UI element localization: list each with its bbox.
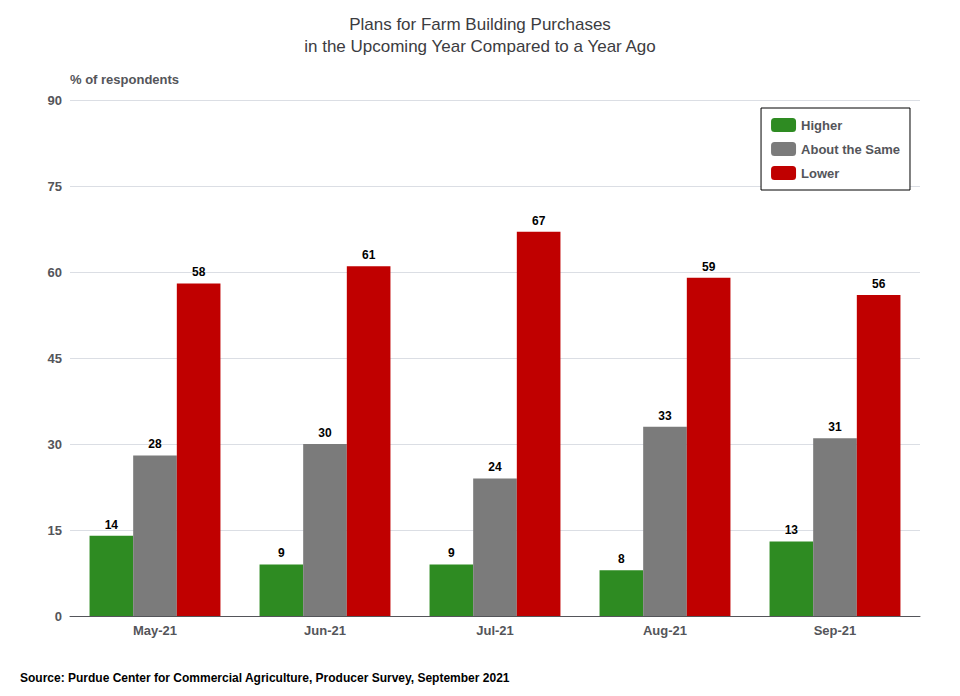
svg-text:33: 33 — [658, 409, 672, 423]
svg-text:15: 15 — [48, 523, 62, 538]
svg-text:28: 28 — [148, 437, 162, 451]
svg-text:Aug-21: Aug-21 — [643, 623, 687, 638]
svg-text:Jul-21: Jul-21 — [476, 623, 514, 638]
svg-text:67: 67 — [532, 214, 546, 228]
svg-text:9: 9 — [448, 546, 455, 560]
svg-text:Plans for Farm Building Purcha: Plans for Farm Building Purchases — [349, 15, 611, 34]
svg-text:90: 90 — [48, 93, 62, 108]
svg-text:Source: Purdue Center for Comm: Source: Purdue Center for Commercial Agr… — [20, 671, 510, 685]
svg-text:May-21: May-21 — [133, 623, 177, 638]
svg-text:Higher: Higher — [801, 118, 842, 133]
svg-text:45: 45 — [48, 351, 62, 366]
svg-text:59: 59 — [702, 260, 716, 274]
svg-text:About the Same: About the Same — [801, 142, 900, 157]
svg-text:0: 0 — [55, 609, 62, 624]
svg-text:in the Upcoming Year Compared: in the Upcoming Year Compared to a Year … — [304, 37, 656, 56]
svg-text:9: 9 — [278, 546, 285, 560]
svg-text:8: 8 — [618, 552, 625, 566]
svg-text:31: 31 — [828, 420, 842, 434]
svg-text:Lower: Lower — [801, 166, 839, 181]
svg-text:60: 60 — [48, 265, 62, 280]
svg-text:14: 14 — [105, 518, 119, 532]
svg-text:30: 30 — [48, 437, 62, 452]
svg-text:30: 30 — [318, 426, 332, 440]
svg-text:24: 24 — [488, 460, 502, 474]
svg-text:Sep-21: Sep-21 — [814, 623, 857, 638]
svg-text:% of respondents: % of respondents — [70, 72, 179, 87]
svg-text:75: 75 — [48, 179, 62, 194]
svg-text:Jun-21: Jun-21 — [304, 623, 346, 638]
svg-text:58: 58 — [192, 265, 206, 279]
svg-text:56: 56 — [872, 277, 886, 291]
svg-text:61: 61 — [362, 248, 376, 262]
svg-text:13: 13 — [785, 523, 799, 537]
